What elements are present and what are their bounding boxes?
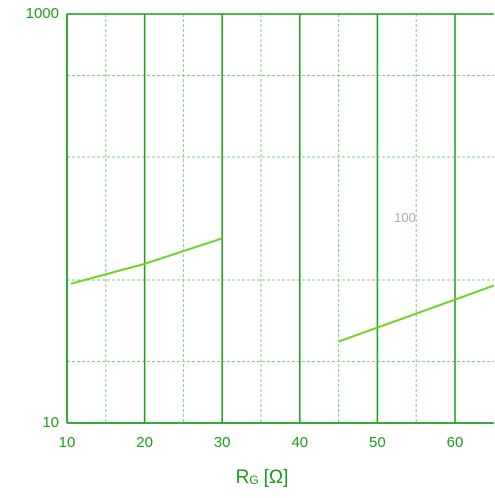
series-line — [70, 237, 223, 285]
x-axis-label: RG [Ω] — [236, 467, 289, 488]
x-tick-label: 20 — [136, 434, 153, 451]
x-axis-label-part: G — [249, 473, 258, 487]
x-axis-label-part: R — [236, 467, 250, 488]
y-tick-label: 1000 — [26, 5, 59, 22]
annotation: 100 — [394, 210, 416, 225]
x-tick-label: 30 — [214, 434, 231, 451]
x-tick-label: 60 — [447, 434, 464, 451]
series-line — [338, 284, 495, 343]
x-tick-label: 40 — [291, 434, 308, 451]
x-axis-label-part: [Ω] — [264, 467, 289, 488]
y-tick-label: 10 — [42, 414, 59, 431]
x-tick-label: 50 — [369, 434, 386, 451]
x-tick-label: 10 — [59, 434, 76, 451]
